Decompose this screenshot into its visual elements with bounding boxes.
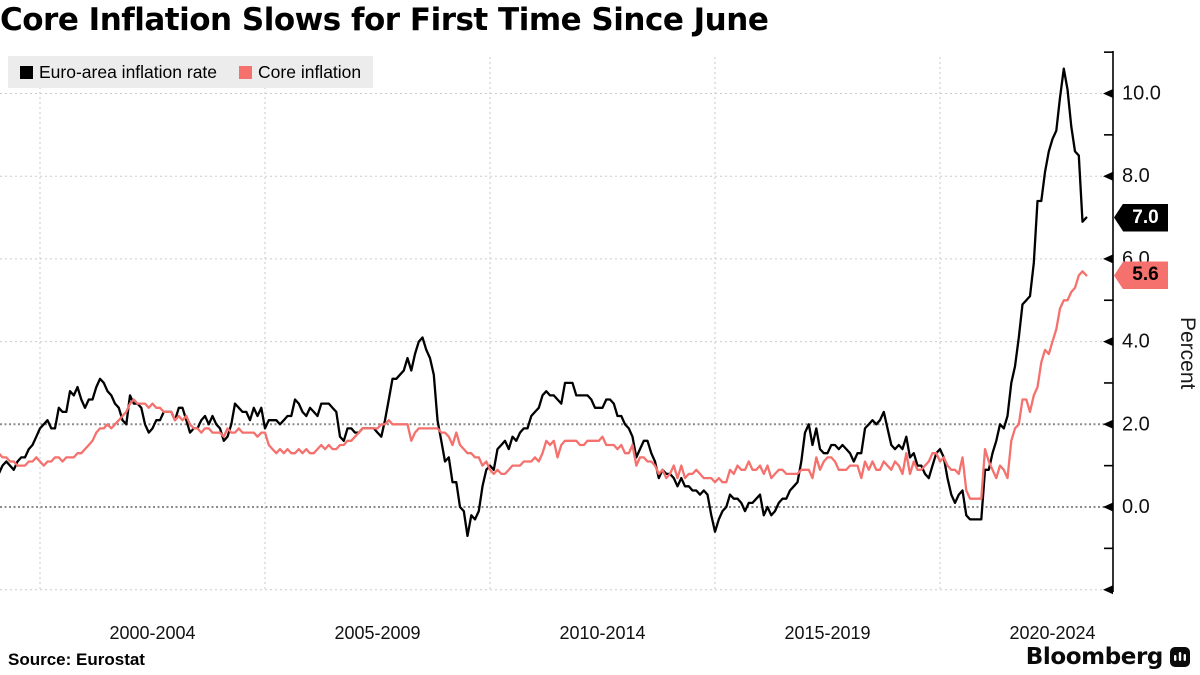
legend: Euro-area inflation rate Core inflation — [8, 56, 374, 88]
chart-title: Core Inflation Slows for First Time Sinc… — [0, 2, 769, 38]
y-axis-arrow-tick — [1103, 254, 1113, 264]
bloomberg-wordmark: Bloomberg — [1025, 644, 1164, 670]
legend-label-euro-area: Euro-area inflation rate — [39, 61, 218, 82]
y-axis-arrow-tick — [1103, 419, 1113, 429]
bloomberg-chart-icon — [1170, 647, 1190, 667]
x-axis-label: 2015-2019 — [784, 623, 871, 643]
latest-value-badge-core: 5.6 — [1114, 261, 1168, 290]
legend-swatch-core — [239, 65, 253, 79]
latest-value-badge-headline: 7.0 — [1114, 203, 1168, 232]
x-axis-label: 2010-2014 — [559, 623, 646, 643]
y-axis-tick-label: 10.0 — [1122, 83, 1161, 105]
bloomberg-logo: Bloomberg — [1026, 644, 1190, 670]
y-axis-arrow-tick — [1103, 337, 1113, 347]
y-axis-tick-label: 8.0 — [1122, 165, 1150, 187]
source-note: Source: Eurostat — [8, 650, 145, 669]
legend-swatch-euro-area — [20, 65, 33, 79]
y-axis-tick-label: 2.0 — [1122, 413, 1150, 435]
x-axis-label: 2020-2024 — [1009, 623, 1096, 643]
legend-label-core: Core inflation — [258, 61, 362, 82]
legend-item-euro-area: Euro-area inflation rate — [20, 62, 217, 83]
y-axis-title: Percent — [1176, 316, 1199, 390]
y-axis-arrow-tick — [1103, 89, 1113, 98]
x-axis-label: 2005-2009 — [334, 623, 421, 643]
y-axis-arrow-tick — [1103, 502, 1113, 512]
x-axis-label: 2000-2004 — [109, 623, 196, 643]
y-axis-arrow-tick — [1103, 171, 1113, 181]
y-axis-arrow-tick — [1103, 585, 1113, 595]
legend-item-core: Core inflation — [239, 62, 361, 83]
y-axis-tick-label: 0.0 — [1122, 496, 1150, 518]
series-line-euro-area-inflation — [0, 67, 1088, 538]
y-axis-tick-label: 4.0 — [1122, 331, 1150, 353]
series-line-core-inflation — [0, 270, 1088, 500]
